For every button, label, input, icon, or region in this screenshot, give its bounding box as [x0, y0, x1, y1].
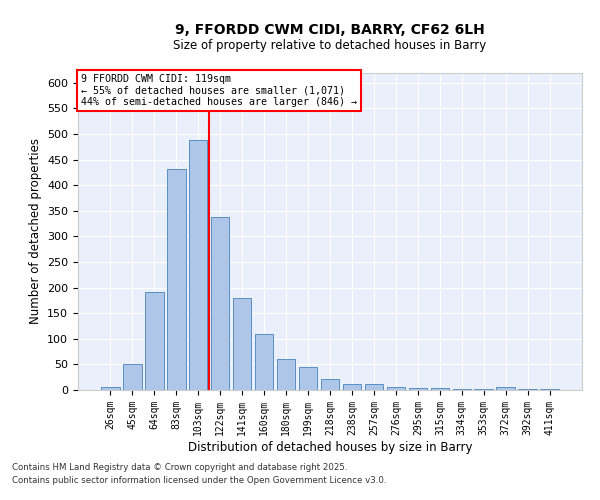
Bar — [496, 387, 515, 390]
Bar — [277, 360, 295, 390]
Text: 9, FFORDD CWM CIDI, BARRY, CF62 6LH: 9, FFORDD CWM CIDI, BARRY, CF62 6LH — [175, 22, 485, 36]
Bar — [320, 378, 340, 390]
Y-axis label: Number of detached properties: Number of detached properties — [29, 138, 41, 324]
Bar — [233, 298, 251, 390]
Bar — [431, 388, 449, 390]
Bar — [409, 388, 427, 390]
Bar — [343, 384, 361, 390]
Bar — [123, 364, 142, 390]
Text: Contains public sector information licensed under the Open Government Licence v3: Contains public sector information licen… — [12, 476, 386, 485]
X-axis label: Distribution of detached houses by size in Barry: Distribution of detached houses by size … — [188, 440, 472, 454]
Text: Size of property relative to detached houses in Barry: Size of property relative to detached ho… — [173, 39, 487, 52]
Bar — [145, 292, 164, 390]
Bar — [211, 217, 229, 390]
Bar — [167, 169, 185, 390]
Text: Contains HM Land Registry data © Crown copyright and database right 2025.: Contains HM Land Registry data © Crown c… — [12, 464, 347, 472]
Bar — [365, 384, 383, 390]
Bar — [452, 389, 471, 390]
Bar — [255, 334, 274, 390]
Bar — [386, 387, 405, 390]
Bar — [189, 140, 208, 390]
Bar — [101, 388, 119, 390]
Bar — [299, 368, 317, 390]
Bar — [541, 389, 559, 390]
Text: 9 FFORDD CWM CIDI: 119sqm
← 55% of detached houses are smaller (1,071)
44% of se: 9 FFORDD CWM CIDI: 119sqm ← 55% of detac… — [80, 74, 356, 108]
